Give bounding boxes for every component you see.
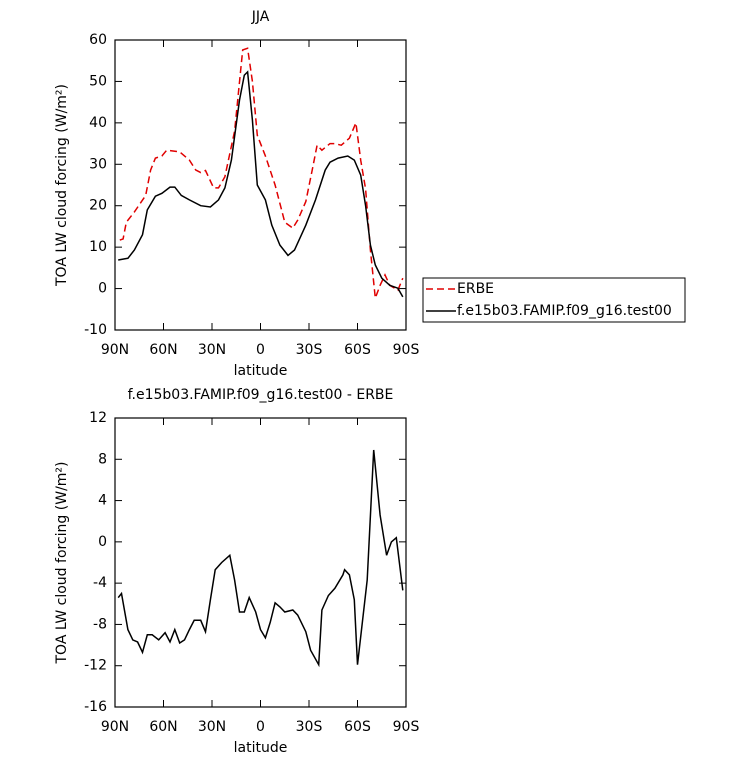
x-axis-label: latitude (234, 740, 288, 756)
legend-box (422, 277, 686, 323)
y-tick-label: -8 (93, 616, 107, 632)
y-tick-label: 40 (89, 115, 107, 131)
y-tick-label: 0 (98, 534, 107, 550)
legend-label: f.e15b03.FAMIP.f09_g16.test00 (457, 303, 672, 319)
x-tick-label: 60S (344, 719, 371, 735)
x-tick-label: 30S (296, 719, 323, 735)
y-axis-label: TOA LW cloud forcing (W/m²) (54, 84, 70, 287)
x-tick-label: 90N (101, 342, 129, 358)
y-tick-label: 12 (89, 410, 107, 426)
x-axis-label: latitude (234, 363, 288, 379)
y-axis-label: TOA LW cloud forcing (W/m²) (54, 462, 70, 665)
chart-title: f.e15b03.FAMIP.f09_g16.test00 - ERBE (128, 387, 394, 403)
x-tick-label: 0 (256, 719, 265, 735)
data-line (117, 449, 404, 668)
x-tick-label: 30N (198, 342, 226, 358)
y-tick-label: 50 (89, 73, 107, 89)
x-tick-label: 60N (149, 342, 177, 358)
data-line (118, 70, 404, 298)
y-tick-label: 60 (89, 32, 107, 48)
x-tick-label: 90S (393, 719, 420, 735)
x-tick-label: 60N (149, 719, 177, 735)
chart-title: JJA (251, 9, 270, 25)
legend-label: ERBE (457, 281, 494, 297)
y-tick-label: -10 (84, 322, 107, 338)
y-tick-label: 20 (89, 198, 107, 214)
y-tick-label: 10 (89, 239, 107, 255)
x-tick-label: 30N (198, 719, 226, 735)
x-tick-label: 60S (344, 342, 371, 358)
y-tick-label: 0 (98, 281, 107, 297)
plot-frame (114, 39, 407, 331)
data-line (119, 47, 404, 299)
x-tick-label: 0 (256, 342, 265, 358)
y-tick-label: 4 (98, 493, 107, 509)
y-tick-label: 30 (89, 156, 107, 172)
x-tick-label: 90N (101, 719, 129, 735)
x-tick-label: 30S (296, 342, 323, 358)
y-tick-label: 8 (98, 451, 107, 467)
y-tick-label: -16 (84, 699, 107, 715)
x-tick-label: 90S (393, 342, 420, 358)
y-tick-label: -4 (93, 575, 107, 591)
plot-frame (114, 417, 407, 708)
y-tick-label: -12 (84, 658, 107, 674)
